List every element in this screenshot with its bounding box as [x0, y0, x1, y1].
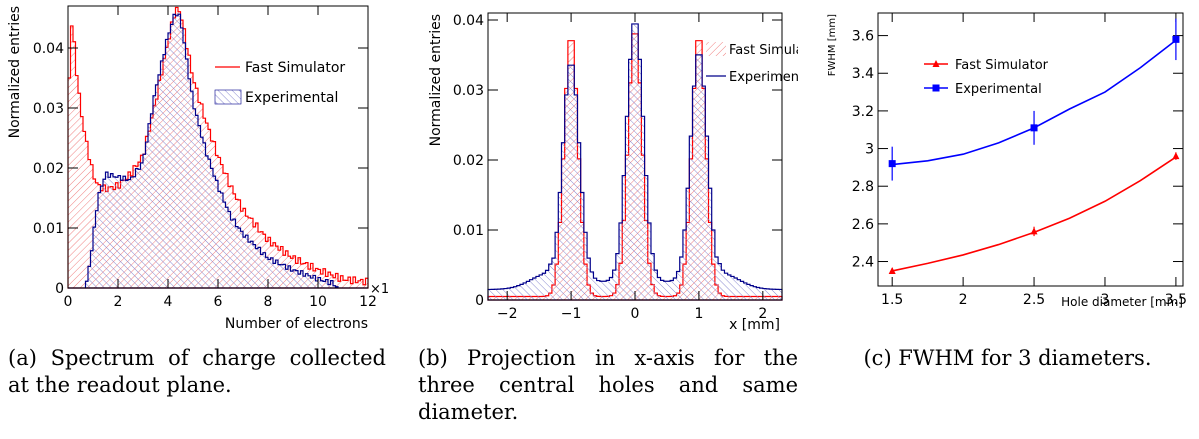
chart-b-ytick-label: 0.04	[453, 13, 484, 29]
chart-a-xtick-label: 4	[164, 294, 173, 310]
chart-c-point-0	[1030, 227, 1038, 235]
chart-c-ytick-label: 3.2	[852, 104, 874, 120]
caption-a-line-1: (a) Spectrum of charge collected	[8, 346, 386, 370]
chart-a-xtick-label: 12	[359, 294, 377, 310]
chart-c-xtick-label: 2	[959, 292, 968, 308]
chart-b-xtick-label: 0	[631, 306, 640, 322]
chart-b-ylabel: Normalized entries	[428, 14, 444, 146]
chart-b: −2 −1 0 1 2 0 0.01 0.02 0.03 0.04 x [mm] Normalized…	[418, 0, 798, 345]
chart-c-ytick-label: 3.6	[852, 29, 874, 45]
chart-a-legend-swatch-1	[214, 89, 242, 105]
chart-c-ylabel: FWHM [mm]	[827, 14, 838, 76]
chart-a-series-fill-1	[68, 14, 368, 289]
chart-a-ytick-label: 0.02	[33, 161, 64, 177]
chart-a-ylabel: Normalized entries	[7, 6, 23, 138]
chart-c-point-1	[1030, 124, 1038, 132]
chart-c-ytick-label: 2.6	[852, 217, 874, 233]
caption-a-line-2: at the readout plane.	[8, 373, 232, 397]
chart-b-ytick-label: 0.01	[453, 223, 484, 239]
chart-b-xtick-label: −2	[497, 306, 518, 322]
chart-c-xtick-label: 1.5	[881, 292, 903, 308]
chart-c-point-0	[888, 266, 896, 274]
caption-c: (c) FWHM for 3 diameters.	[835, 345, 1180, 372]
chart-b-ytick-label: 0.03	[453, 83, 484, 99]
chart-b-series-line-1	[487, 23, 783, 301]
chart-a-ytick-label: 0	[55, 281, 64, 297]
chart-c-xlabel: Hole diameter [mm]	[1061, 295, 1183, 309]
caption-b-line-3: diameter.	[418, 400, 519, 424]
caption-b: (b) Projection in x-axis for the three c…	[418, 345, 798, 426]
chart-b-legend-label-0: Fast Simulator	[729, 43, 798, 58]
chart-c-xtick-label: 2.5	[1023, 292, 1045, 308]
caption-a: (a) Spectrum of charge collected at the …	[8, 345, 386, 399]
chart-a-xlabel: Number of electrons	[225, 316, 368, 332]
chart-b-svg: −2 −1 0 1 2 0 0.01 0.02 0.03 0.04 x [mm] Normalized…	[428, 12, 798, 333]
chart-a-legend-label-0: Fast Simulator	[245, 60, 345, 76]
chart-b-legend-label-1: Experimental	[729, 70, 798, 85]
chart-c-point-1	[888, 160, 896, 168]
caption-b-line-2: three central holes and same	[418, 373, 798, 397]
caption-c-line-1: (c) FWHM for 3 diameters.	[863, 346, 1152, 370]
chart-b-xtick-label: 2	[758, 306, 767, 322]
chart-a-series-line-1	[68, 13, 368, 289]
chart-c-legend-marker-0	[932, 60, 940, 67]
chart-a-x-exponent: ×10⁶	[370, 282, 390, 297]
chart-b-series-fill-1	[488, 23, 782, 300]
chart-c-ytick-label: 2.8	[852, 179, 874, 195]
chart-c-fit-line-0	[892, 156, 1177, 272]
caption-b-line-1: (b) Projection in x-axis for the	[418, 346, 798, 370]
chart-a: 0 2 4 6 8 10 12 0 0.01 0.02 0.03 0.04 ×10⁶ Number of …	[0, 0, 390, 345]
chart-a-xtick-label: 8	[264, 294, 273, 310]
chart-c-point-0	[1172, 152, 1180, 160]
chart-c-legend-label-0: Fast Simulator	[955, 58, 1049, 73]
chart-a-ytick-label: 0.01	[33, 221, 64, 237]
chart-a-xtick-label: 10	[309, 294, 327, 310]
chart-c-ytick-label: 3	[865, 142, 874, 158]
chart-c-svg: 1.5 2 2.5 3 3.5 2.4 2.6 2.8 3 3.2 3.4 3.6 Hole diame…	[827, 12, 1187, 309]
chart-b-ytick-label: 0	[475, 293, 484, 309]
chart-b-xtick-label: −1	[561, 306, 582, 322]
chart-a-xtick-label: 2	[114, 294, 123, 310]
chart-c-frame	[877, 12, 1184, 287]
chart-c-legend-label-1: Experimental	[955, 82, 1042, 97]
chart-c-legend-marker-1	[932, 84, 940, 92]
chart-c-point-1	[1172, 35, 1180, 43]
chart-b-legend-swatch-0	[706, 42, 726, 56]
chart-b-ytick-label: 0.02	[453, 153, 484, 169]
chart-c-ytick-label: 2.4	[852, 255, 874, 271]
chart-c: 1.5 2 2.5 3 3.5 2.4 2.6 2.8 3 3.2 3.4 3.6 Hole diame…	[818, 0, 1199, 345]
chart-a-svg: 0 2 4 6 8 10 12 0 0.01 0.02 0.03 0.04 ×10⁶ Number of …	[7, 5, 390, 332]
chart-b-xlabel: x [mm]	[729, 317, 780, 333]
chart-a-xtick-label: 0	[64, 294, 73, 310]
chart-a-ytick-label: 0.03	[33, 101, 64, 117]
chart-a-xtick-label: 6	[214, 294, 223, 310]
chart-b-xtick-label: 1	[694, 306, 703, 322]
chart-c-xtick-label: 3.5	[1165, 292, 1187, 308]
chart-a-legend-label-1: Experimental	[245, 90, 338, 106]
chart-a-ytick-label: 0.04	[33, 41, 64, 57]
chart-c-ytick-label: 3.4	[852, 66, 874, 82]
chart-c-xtick-label: 3	[1101, 292, 1110, 308]
